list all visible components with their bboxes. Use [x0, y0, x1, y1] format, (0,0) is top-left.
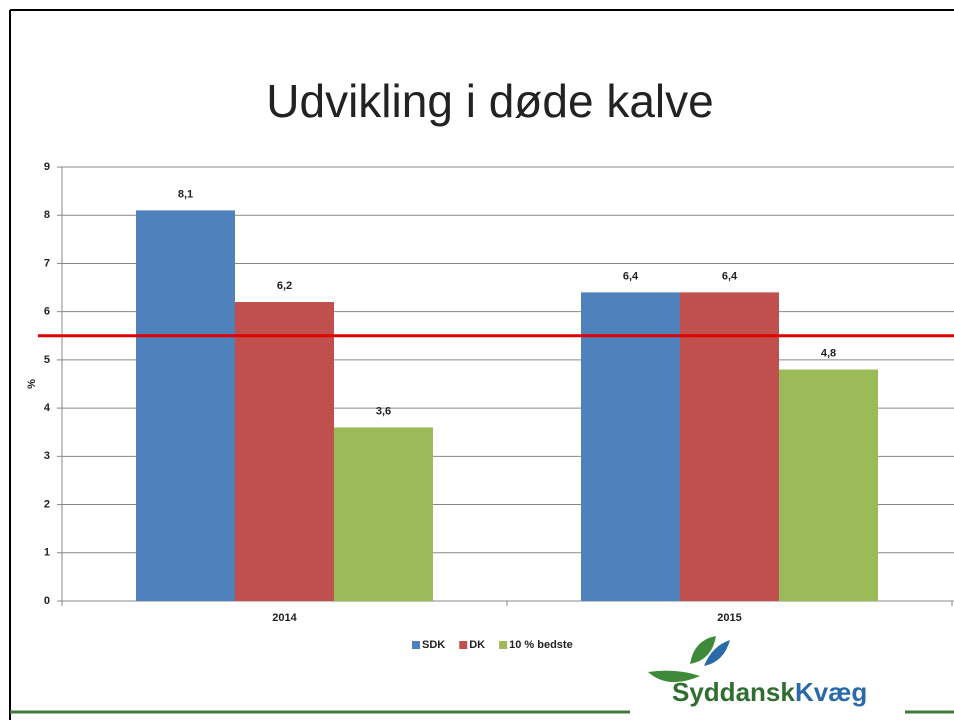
- bar: [680, 292, 779, 601]
- legend-swatch: [459, 641, 468, 649]
- x-tick-label: 2015: [717, 612, 741, 624]
- legend-label: 10 % bedste: [509, 639, 573, 651]
- legend-swatch: [412, 641, 420, 649]
- y-tick-label: 7: [44, 257, 50, 269]
- bar: [136, 210, 235, 601]
- value-label: 4,8: [821, 347, 836, 359]
- y-tick-label: 9: [44, 161, 50, 173]
- logo-leaf: [648, 670, 700, 683]
- chart-title: Udvikling i døde kalve: [266, 75, 713, 127]
- logo-leaf: [690, 636, 716, 664]
- y-axis-label: %: [26, 379, 38, 389]
- legend-swatch: [499, 641, 508, 649]
- value-label: 6,4: [722, 270, 738, 282]
- y-tick-label: 6: [44, 306, 50, 318]
- logo-text: Syddansk: [672, 677, 795, 707]
- value-label: 6,4: [623, 270, 639, 282]
- value-label: 6,2: [277, 280, 292, 292]
- bar: [334, 427, 433, 601]
- y-tick-label: 8: [44, 209, 50, 221]
- value-label: 3,6: [376, 405, 391, 417]
- logo-text: Kvæg: [795, 677, 867, 707]
- legend-label: DK: [469, 639, 485, 651]
- legend-label: SDK: [422, 639, 445, 651]
- x-tick-label: 2014: [272, 612, 297, 624]
- y-tick-label: 2: [44, 498, 50, 510]
- logo-leaf: [704, 640, 730, 666]
- y-tick-label: 1: [44, 547, 50, 559]
- y-tick-label: 4: [44, 402, 51, 414]
- bar: [235, 302, 334, 601]
- value-label: 8,1: [178, 188, 193, 200]
- y-tick-label: 5: [44, 354, 50, 366]
- y-tick-label: 0: [44, 595, 50, 607]
- y-tick-label: 3: [44, 450, 50, 462]
- bar: [581, 292, 680, 601]
- logo: Syddansk Kvæg: [648, 636, 867, 707]
- bar: [779, 369, 878, 601]
